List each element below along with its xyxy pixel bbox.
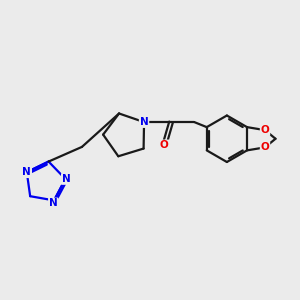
Text: O: O bbox=[261, 125, 269, 135]
Text: N: N bbox=[22, 167, 31, 177]
Text: O: O bbox=[160, 140, 169, 150]
Text: N: N bbox=[49, 198, 58, 208]
Text: N: N bbox=[62, 174, 70, 184]
Text: O: O bbox=[261, 142, 269, 152]
Text: N: N bbox=[140, 117, 148, 127]
